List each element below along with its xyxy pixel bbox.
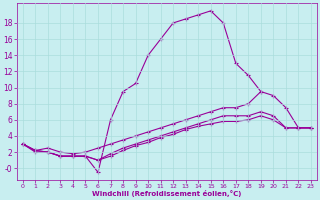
X-axis label: Windchill (Refroidissement éolien,°C): Windchill (Refroidissement éolien,°C) — [92, 190, 242, 197]
